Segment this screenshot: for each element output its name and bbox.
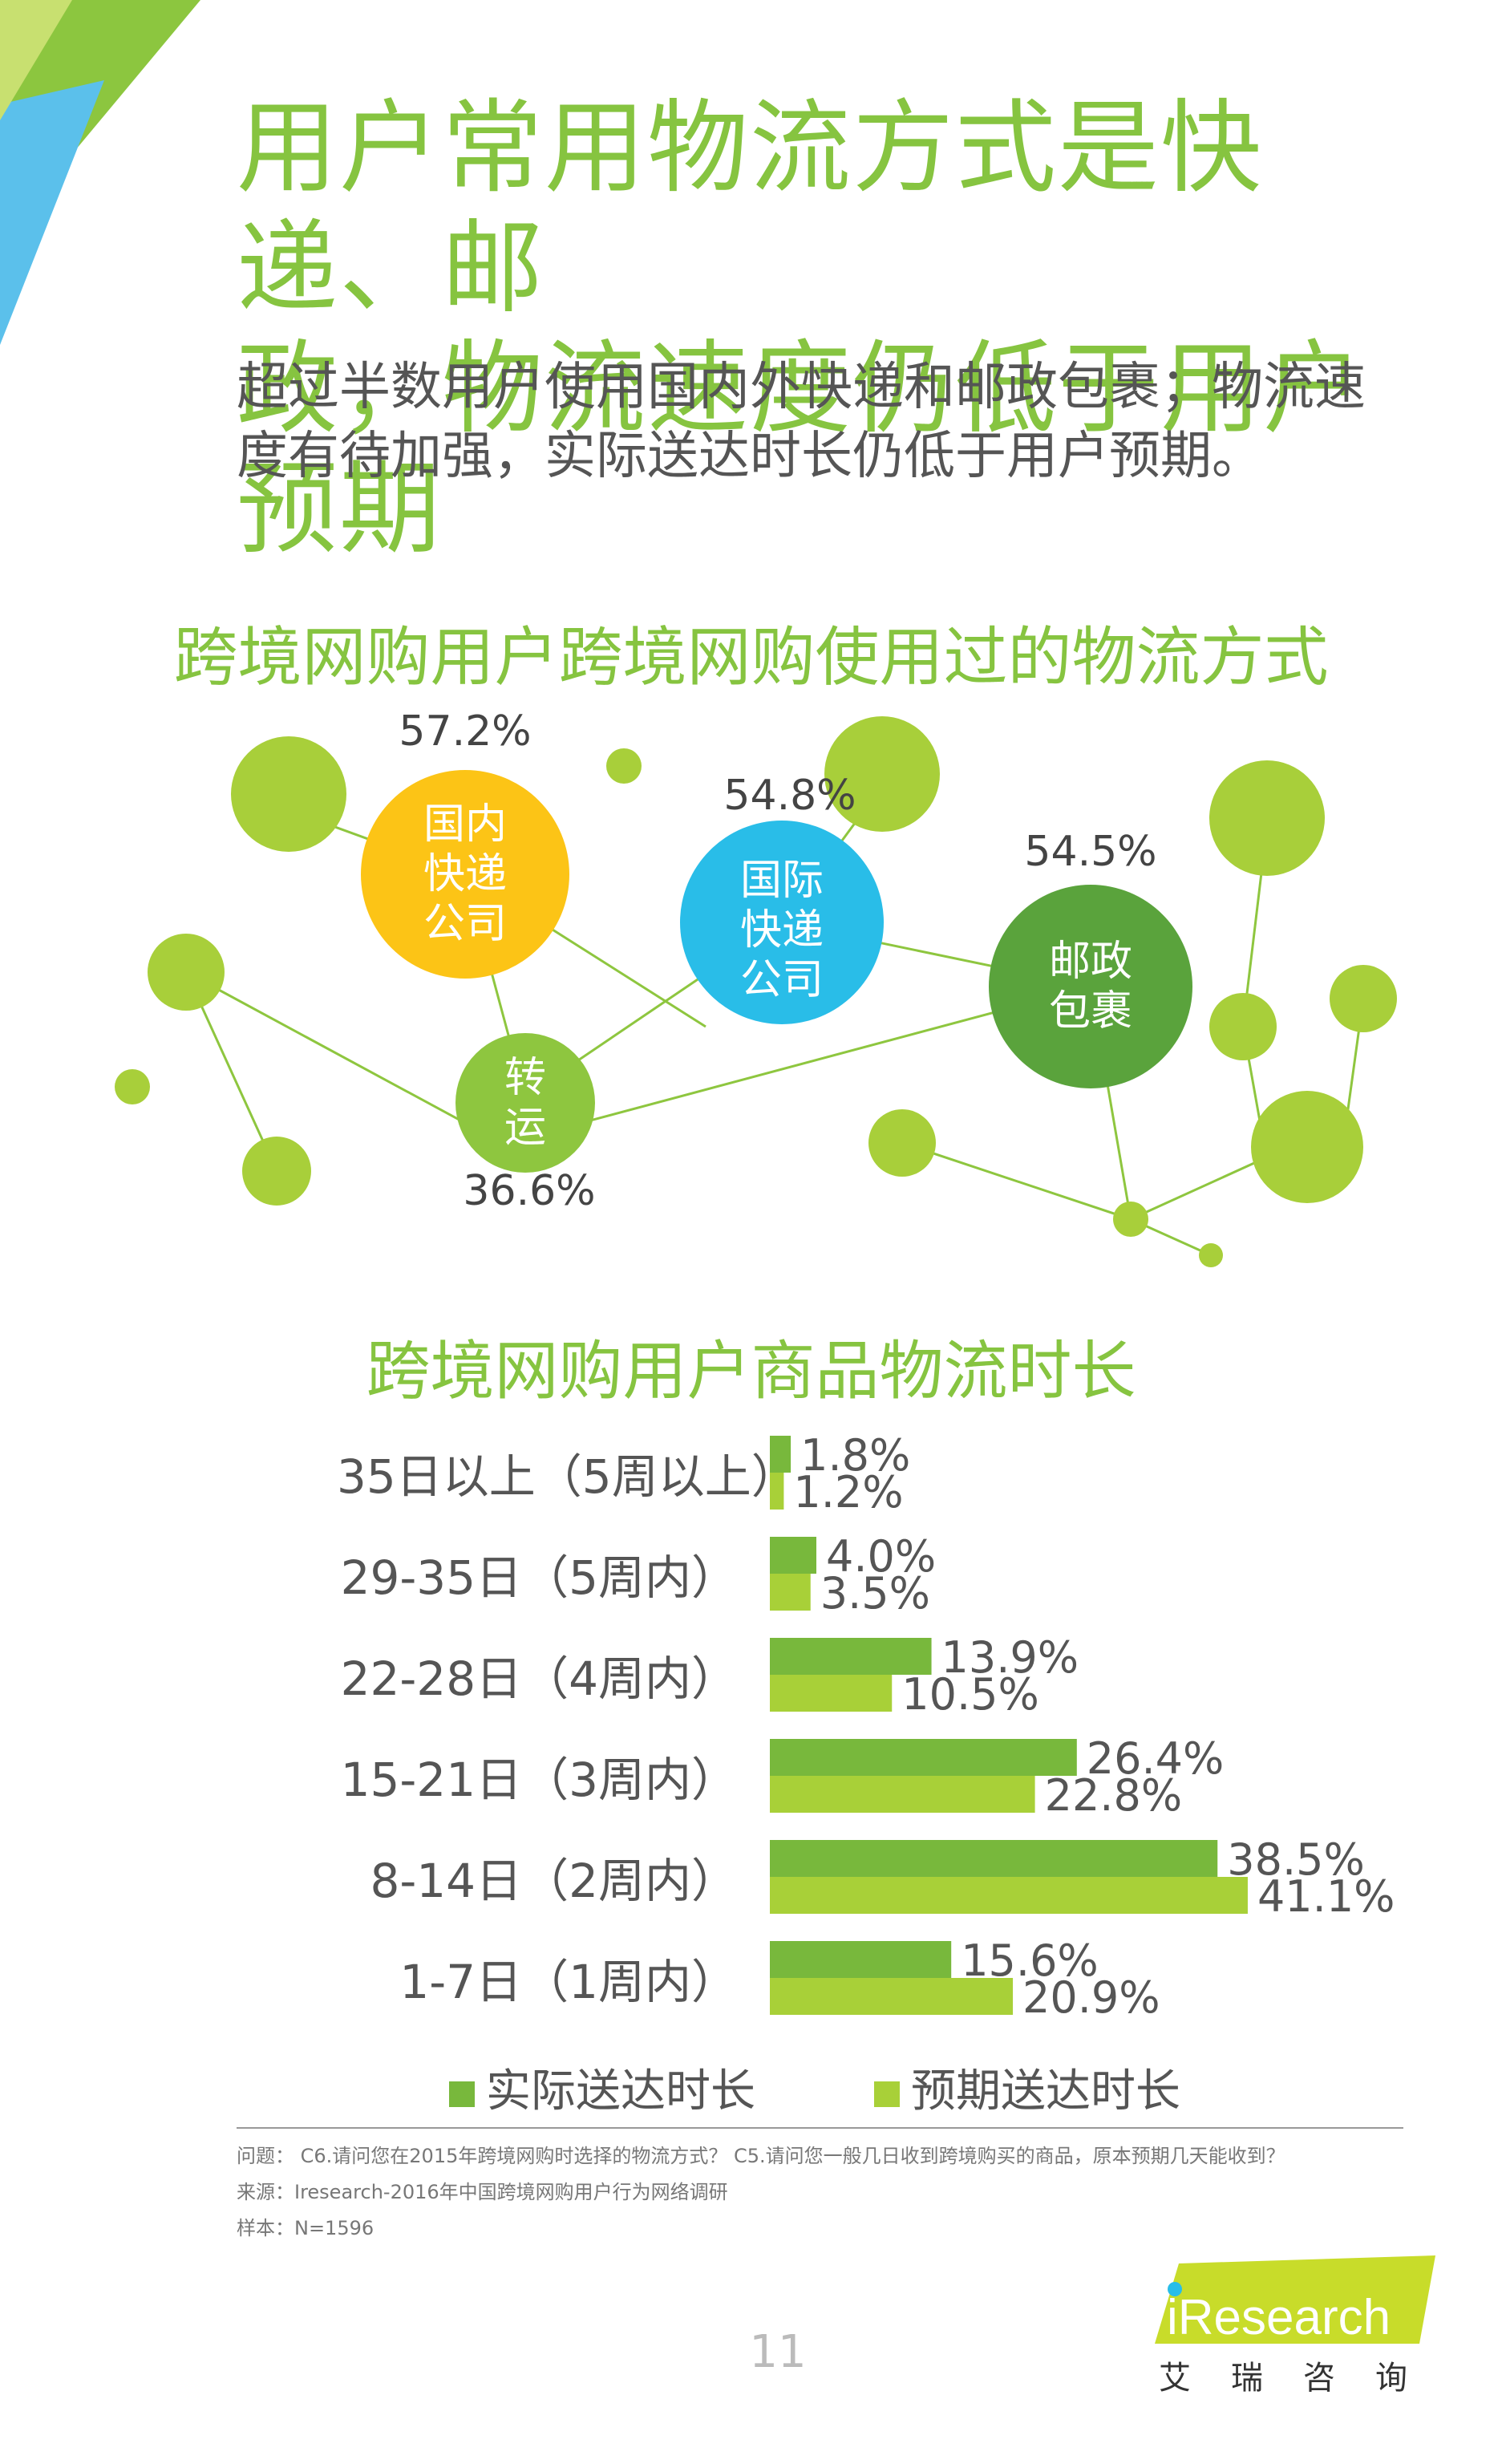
value-label-expected: 22.8%: [1044, 1770, 1183, 1821]
bubble-label-line: 包裹: [1048, 987, 1133, 1035]
bubble-label-line: 快递: [739, 906, 824, 954]
bar-actual: [770, 1638, 932, 1675]
logistics-duration-bar-chart: [770, 1436, 1248, 2015]
title-line-1: 用户常用物流方式是快递、邮: [237, 89, 1263, 327]
page-number: 11: [749, 2326, 807, 2378]
decor-bubble: [115, 1069, 150, 1104]
legend-label-actual: 实际送达时长: [486, 2065, 755, 2118]
category-label: 29-35日（5周内）: [340, 1550, 738, 1605]
bar-actual: [770, 1537, 816, 1574]
decor-bubble: [1209, 993, 1277, 1060]
bubble-label-international: 国际 快递 公司: [740, 856, 824, 1005]
bubble-value-transshipment: 36.6%: [463, 1167, 596, 1215]
bar-chart-title: 跨境网购用户商品物流时长: [366, 1334, 1136, 1408]
bar-expected: [770, 1776, 1035, 1813]
category-label: 8-14日（2周内）: [370, 1854, 738, 1908]
bar-expected: [770, 1473, 784, 1510]
bar-expected: [770, 1877, 1248, 1914]
category-label: 22-28日（4周内）: [340, 1651, 738, 1706]
bubble-label-domestic: 国内 快递 公司: [423, 800, 507, 949]
bar-actual: [770, 1941, 952, 1978]
value-label-actual: 26.4%: [1086, 1733, 1225, 1784]
value-label-expected: 10.5%: [901, 1669, 1039, 1720]
bubble-label-line: 国际: [739, 857, 824, 905]
bubble-label-line: 转: [504, 1054, 547, 1102]
bubble-value-postal: 54.5%: [1024, 828, 1157, 876]
page-subtitle: 超过半数用户使用国内外快递和邮政包裹；物流速 度有待加强，实际送达时长仍低于用户…: [237, 353, 1439, 491]
bar-actual: [770, 1739, 1077, 1776]
subtitle-line-2: 度有待加强，实际送达时长仍低于用户预期。: [237, 427, 1263, 486]
value-label-actual: 38.5%: [1227, 1834, 1365, 1885]
logo-chinese-name: 艾瑞咨询: [1159, 2360, 1447, 2397]
bubble-label-line: 运: [504, 1104, 547, 1152]
bubble-label-line: 公司: [423, 900, 508, 948]
bar-expected: [770, 1978, 1014, 2015]
bubble-label-line: 邮政: [1048, 938, 1133, 986]
logo-dot: [1168, 2282, 1182, 2296]
bubble-transshipment: [455, 1033, 595, 1173]
title-line-2: 政，物流速度仍低于用户预期: [237, 330, 1366, 568]
bubble-label-transshipment: 转 运: [504, 1053, 546, 1153]
footer-sample-note: 样本：N=1596: [237, 2217, 374, 2239]
value-label-expected: 1.2%: [793, 1467, 904, 1518]
value-label-expected: 20.9%: [1022, 1972, 1160, 2023]
bar-actual: [770, 1840, 1218, 1877]
bar-actual: [770, 1436, 791, 1473]
value-label-actual: 15.6%: [961, 1935, 1099, 1986]
decor-bubbles: [115, 716, 1397, 1267]
logo-background-shape: [1155, 2255, 1435, 2344]
bubble-international-express: [680, 821, 884, 1024]
connector-line: [185, 971, 466, 1125]
subtitle-line-1: 超过半数用户使用国内外快递和邮政包裹；物流速: [237, 358, 1366, 417]
decor-bubble: [242, 1137, 311, 1206]
decor-bubble: [231, 736, 346, 852]
connector-line: [901, 1141, 1132, 1221]
bubble-domestic-express: [361, 770, 569, 979]
footer-source-note: 来源：Iresearch-2016年中国跨境网购用户行为网络调研: [237, 2181, 728, 2203]
bubble-chart-title: 跨境网购用户跨境网购使用过的物流方式: [173, 620, 1329, 695]
decor-bubble: [868, 1109, 936, 1177]
decor-bubble: [1209, 760, 1325, 876]
decor-bubble: [1199, 1243, 1223, 1267]
corner-light-shape: [0, 0, 72, 120]
corner-blue-shape: [0, 80, 104, 345]
decor-bubble: [824, 716, 940, 832]
bubble-label-postal: 邮政 包裹: [1049, 937, 1132, 1036]
footer-question-note: 问题： C6.请问您在2015年跨境网购时选择的物流方式？ C5.请问您一般几日…: [237, 2145, 1285, 2167]
decor-bubble: [1113, 1202, 1148, 1237]
bar-expected: [770, 1574, 811, 1611]
category-label: 1-7日（1周内）: [399, 1955, 738, 2009]
corner-decoration: [0, 0, 200, 345]
value-label-actual: 4.0%: [826, 1531, 937, 1582]
bubble-value-international: 54.8%: [723, 772, 856, 820]
value-label-actual: 1.8%: [800, 1430, 911, 1481]
legend-swatch-actual: [449, 2081, 475, 2107]
bubble-label-line: 快递: [423, 850, 508, 898]
bar-expected: [770, 1675, 893, 1712]
page-title: 用户常用物流方式是快递、邮 政，物流速度仍低于用户预期: [237, 88, 1439, 569]
decor-bubble: [1251, 1091, 1363, 1203]
legend-item-expected: 预期送达时长: [874, 2055, 1180, 2120]
value-label-actual: 13.9%: [941, 1632, 1079, 1683]
category-label: 15-21日（3周内）: [340, 1753, 738, 1807]
decor-bubble: [606, 748, 642, 784]
bubble-label-line: 公司: [739, 956, 824, 1004]
legend-swatch-expected: [874, 2081, 900, 2107]
decor-bubble: [148, 934, 225, 1011]
decor-bubble: [1330, 965, 1397, 1032]
category-label: 35日以上（5周以上）: [337, 1449, 798, 1504]
bubble-postal-parcel: [989, 885, 1192, 1088]
logo-text: iResearch: [1167, 2290, 1391, 2345]
legend-label-expected: 预期送达时长: [911, 2065, 1180, 2118]
bubble-network-chart: [115, 716, 1397, 1267]
value-label-expected: 3.5%: [820, 1568, 930, 1619]
bubble-label-line: 国内: [423, 800, 508, 849]
legend-item-actual: 实际送达时长: [449, 2055, 755, 2120]
bubble-value-domestic: 57.2%: [399, 707, 532, 756]
iresearch-logo: iResearch: [1155, 2255, 1435, 2345]
footer-divider: [237, 2127, 1403, 2129]
value-label-expected: 41.1%: [1257, 1871, 1395, 1922]
